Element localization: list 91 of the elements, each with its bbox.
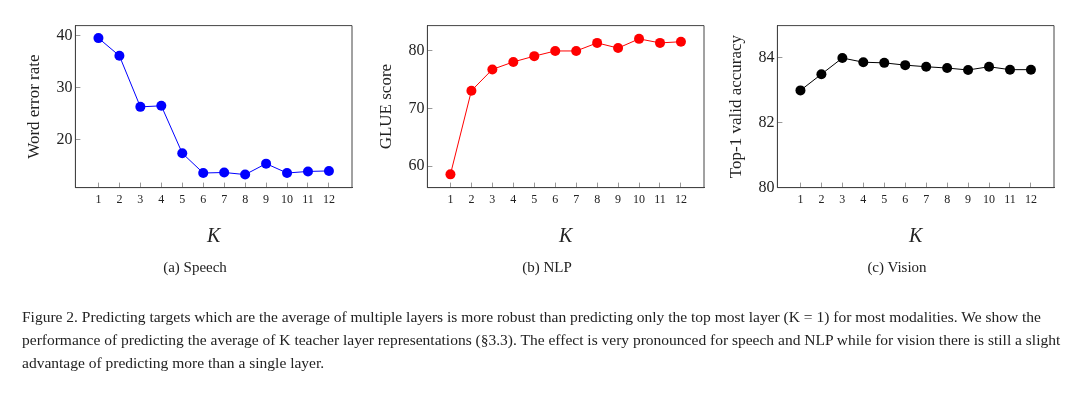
point	[592, 37, 603, 48]
y-tick-label: 80	[408, 41, 425, 59]
point	[445, 169, 456, 180]
x-tick-label: 6	[552, 191, 559, 206]
y-tick-label: 40	[56, 25, 73, 43]
point	[900, 60, 911, 71]
x-tick-label: 1	[447, 191, 454, 206]
point	[655, 37, 665, 48]
point	[156, 100, 167, 111]
x-tick-label: 12	[1024, 191, 1037, 206]
point	[261, 158, 272, 169]
point	[795, 85, 806, 96]
x-tick-label: 7	[923, 191, 930, 206]
point	[487, 64, 498, 75]
x-tick-label: 1	[95, 191, 102, 206]
y-axis-title: GLUE score	[375, 63, 395, 150]
point	[816, 69, 827, 80]
point	[219, 167, 230, 178]
y-tick-label: 20	[56, 129, 73, 147]
point	[571, 45, 582, 56]
x-tick-label: 10	[633, 191, 646, 206]
point	[675, 36, 686, 47]
x-tick-label: 11	[1004, 191, 1016, 206]
point	[466, 85, 477, 96]
x-tick-label: 3	[839, 191, 846, 206]
point	[282, 168, 293, 179]
y-tick-label: 60	[408, 156, 425, 174]
x-tick-label: 6	[200, 191, 207, 206]
point	[240, 169, 251, 180]
point	[550, 45, 561, 56]
text: (b) NLP	[521, 259, 573, 276]
point	[508, 56, 519, 67]
x-tick-label: 3	[137, 191, 144, 206]
x-tick-label: 2	[116, 191, 123, 206]
x-tick-label: 5	[179, 191, 186, 206]
y-tick-label: 84	[758, 48, 775, 66]
point	[858, 57, 869, 68]
x-axis-title: K	[206, 224, 223, 247]
y-tick-label: 80	[758, 177, 775, 195]
point	[921, 61, 932, 72]
x-tick-label: 4	[510, 191, 517, 206]
x-tick-label: 8	[242, 191, 249, 206]
x-tick-label: 12	[322, 191, 335, 206]
point	[1005, 64, 1015, 75]
caption: Figure 2. Predicting targets which are the average of multiple layers is more robust than predicting only the top most layer (K = 1) for most modalities. We show the performance of predicting the average of K teacher layer representations (§3.3). The effect is very pronounced for speech and NLP while for vision there is still a slight advantage of predicting more than a single layer.	[22, 307, 1062, 373]
point	[114, 50, 125, 61]
y-tick-label: 30	[56, 77, 73, 95]
x-tick-label: 5	[531, 191, 538, 206]
point	[1025, 64, 1036, 75]
text: (c) Vision	[866, 259, 928, 276]
x-tick-label: 4	[158, 191, 165, 206]
point	[984, 61, 995, 72]
x-tick-label: 7	[221, 191, 228, 206]
x-tick-label: 12	[674, 191, 687, 206]
y-axis-title: Word error rate	[23, 54, 43, 159]
x-tick-label: 6	[902, 191, 909, 206]
x-tick-label: 9	[263, 191, 270, 206]
point	[942, 63, 953, 74]
x-tick-label: 2	[818, 191, 825, 206]
point	[879, 57, 890, 68]
x-tick-label: 2	[468, 191, 475, 206]
point	[837, 53, 848, 63]
x-tick-label: 5	[881, 191, 888, 206]
point	[323, 165, 334, 176]
x-tick-label: 8	[944, 191, 951, 206]
x-axis-title: K	[558, 224, 575, 247]
x-tick-label: 9	[615, 191, 622, 206]
x-tick-label: 10	[281, 191, 294, 206]
x-tick-label: 4	[860, 191, 867, 206]
x-tick-label: 7	[573, 191, 580, 206]
point	[634, 33, 645, 44]
x-tick-label: 3	[489, 191, 496, 206]
text: (a) Speech	[162, 259, 228, 276]
x-tick-label: 11	[302, 191, 314, 206]
point	[198, 168, 209, 179]
x-tick-label: 10	[983, 191, 996, 206]
point	[303, 166, 313, 177]
point	[135, 101, 146, 112]
point	[177, 148, 188, 159]
x-tick-label: 9	[965, 191, 972, 206]
y-tick-label: 70	[408, 98, 425, 116]
x-axis-title: K	[908, 224, 925, 247]
x-tick-label: 1	[797, 191, 804, 206]
x-tick-label: 8	[594, 191, 601, 206]
point	[93, 33, 104, 44]
y-tick-label: 82	[758, 113, 775, 130]
point	[529, 51, 540, 62]
y-axis-title: Top-1 valid accuracy	[725, 34, 745, 179]
x-tick-label: 11	[654, 191, 666, 206]
point	[963, 64, 974, 75]
point	[613, 43, 624, 54]
